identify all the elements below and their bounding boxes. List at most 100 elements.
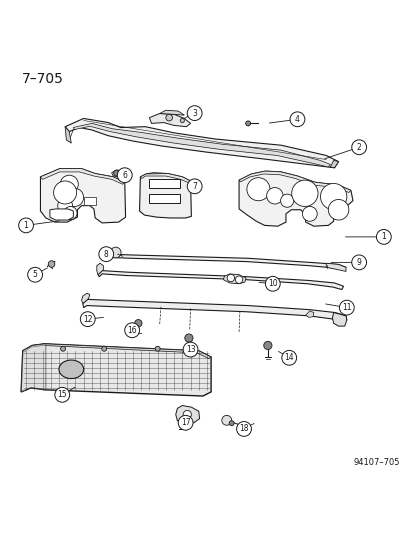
Text: 16: 16 [127, 326, 137, 335]
Circle shape [227, 274, 234, 282]
Text: 14: 14 [284, 353, 293, 362]
Text: 94107–705: 94107–705 [353, 458, 399, 467]
Circle shape [110, 247, 121, 258]
Circle shape [102, 346, 107, 351]
Circle shape [375, 230, 390, 244]
Circle shape [55, 387, 69, 402]
Circle shape [263, 341, 271, 350]
Polygon shape [65, 118, 338, 168]
Polygon shape [139, 173, 191, 218]
Circle shape [183, 410, 191, 418]
Circle shape [48, 261, 55, 268]
Polygon shape [223, 274, 245, 284]
Circle shape [246, 177, 269, 201]
Polygon shape [176, 406, 199, 424]
Circle shape [117, 168, 132, 183]
Circle shape [236, 422, 251, 437]
Text: 6: 6 [122, 171, 127, 180]
Text: 1: 1 [380, 232, 385, 241]
Polygon shape [21, 344, 211, 396]
Polygon shape [106, 254, 345, 270]
Circle shape [351, 140, 366, 155]
Circle shape [245, 121, 250, 126]
Circle shape [290, 112, 304, 127]
Polygon shape [40, 168, 125, 223]
Circle shape [183, 342, 197, 357]
Circle shape [80, 312, 95, 327]
Circle shape [28, 268, 43, 282]
Circle shape [65, 188, 83, 206]
Polygon shape [332, 312, 346, 326]
Circle shape [235, 276, 242, 284]
Circle shape [221, 415, 231, 425]
Circle shape [265, 277, 280, 291]
Circle shape [64, 206, 77, 220]
Bar [149, 179, 180, 188]
Circle shape [166, 115, 172, 121]
Text: 12: 12 [83, 314, 92, 324]
Circle shape [229, 421, 234, 426]
Polygon shape [325, 263, 345, 271]
Circle shape [124, 323, 139, 337]
Circle shape [280, 194, 293, 207]
Polygon shape [305, 311, 313, 318]
Polygon shape [98, 271, 343, 289]
Text: 9: 9 [356, 258, 361, 267]
Polygon shape [330, 160, 338, 168]
Polygon shape [97, 263, 103, 274]
Text: 5: 5 [33, 270, 38, 279]
Circle shape [320, 183, 346, 210]
Polygon shape [238, 171, 352, 226]
Text: 13: 13 [185, 345, 195, 354]
Polygon shape [83, 300, 346, 322]
Bar [83, 197, 96, 205]
Ellipse shape [59, 360, 83, 378]
Polygon shape [149, 114, 190, 127]
Polygon shape [40, 168, 124, 184]
Circle shape [134, 320, 142, 327]
Text: 15: 15 [57, 390, 67, 399]
Text: 10: 10 [267, 279, 277, 288]
Text: 11: 11 [341, 303, 351, 312]
Circle shape [351, 255, 366, 270]
Circle shape [184, 334, 192, 342]
Circle shape [60, 175, 78, 193]
Text: 7: 7 [192, 182, 197, 191]
Text: 17: 17 [180, 418, 190, 427]
Polygon shape [23, 344, 211, 359]
Circle shape [114, 170, 119, 176]
Circle shape [54, 181, 76, 204]
Text: 3: 3 [192, 109, 197, 118]
Polygon shape [112, 170, 125, 177]
Circle shape [339, 300, 354, 315]
Circle shape [19, 218, 33, 233]
Circle shape [187, 179, 202, 193]
Circle shape [266, 188, 282, 204]
Circle shape [57, 198, 72, 213]
Polygon shape [140, 174, 190, 183]
Circle shape [281, 350, 296, 365]
Polygon shape [159, 110, 184, 115]
Text: 4: 4 [294, 115, 299, 124]
Text: 7–705: 7–705 [22, 72, 64, 86]
Polygon shape [65, 127, 71, 143]
Circle shape [178, 415, 192, 430]
Circle shape [60, 346, 65, 351]
Text: 2: 2 [356, 143, 361, 152]
Text: 8: 8 [104, 249, 108, 259]
Bar [149, 193, 180, 203]
Circle shape [187, 106, 202, 120]
Polygon shape [73, 124, 330, 167]
Polygon shape [21, 344, 46, 392]
Circle shape [328, 199, 348, 220]
Circle shape [301, 206, 316, 221]
Polygon shape [238, 171, 350, 192]
Text: 18: 18 [239, 424, 248, 433]
Circle shape [291, 180, 317, 206]
Circle shape [155, 346, 160, 351]
Text: 1: 1 [24, 221, 28, 230]
Polygon shape [81, 293, 90, 303]
Circle shape [180, 118, 184, 123]
Circle shape [99, 247, 114, 262]
Polygon shape [50, 209, 73, 220]
